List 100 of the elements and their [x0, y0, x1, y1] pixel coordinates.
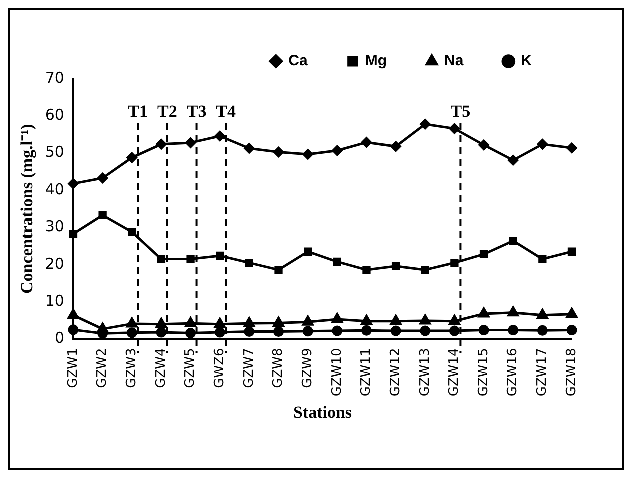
point: [186, 328, 196, 339]
point: [98, 211, 107, 220]
point: [156, 327, 167, 338]
point: [449, 326, 460, 336]
point: [420, 119, 431, 130]
point: [361, 315, 372, 326]
point: [420, 314, 431, 325]
x-tick-label: GZW5: [183, 348, 198, 388]
x-tick-label: GZW9: [300, 348, 316, 388]
point: [566, 325, 578, 336]
point: [216, 252, 224, 260]
point: [361, 137, 372, 148]
point: [390, 315, 402, 326]
point: [480, 250, 488, 259]
x-tick-label: GZW8: [271, 348, 286, 388]
point: [508, 155, 519, 166]
legend-label: Na: [444, 52, 464, 70]
point: [508, 325, 519, 336]
point: [214, 327, 226, 338]
point: [126, 152, 138, 164]
x-tick-label: GZW14: [447, 348, 462, 397]
point: [390, 326, 402, 336]
point: [68, 309, 80, 320]
point: [566, 308, 578, 318]
point: [185, 317, 196, 328]
point: [68, 178, 79, 190]
point: [361, 325, 372, 336]
ref-line-label: T1: [128, 102, 148, 121]
y-axis-title: Concentrations (mg.l⁻¹): [18, 124, 37, 294]
point: [69, 230, 78, 238]
x-tick-label: GWZ6: [212, 348, 228, 388]
legend-label: K: [521, 52, 532, 70]
point: [302, 149, 314, 160]
y-tick-label: 30: [45, 218, 64, 236]
point: [126, 318, 138, 328]
y-tick-label: 0: [54, 329, 64, 348]
point: [274, 266, 283, 274]
point: [392, 262, 400, 270]
x-tick-label: GZW18: [564, 348, 580, 397]
x-tick-label: GZW12: [388, 348, 404, 397]
point: [302, 326, 314, 337]
point: [538, 255, 547, 264]
point: [390, 141, 402, 152]
y-tick-label: 40: [45, 180, 64, 198]
point: [332, 146, 343, 156]
point: [186, 255, 195, 264]
point: [274, 326, 284, 338]
point: [333, 258, 342, 266]
point: [537, 309, 548, 320]
point: [126, 328, 138, 338]
point: [304, 248, 312, 256]
ref-line-label: T4: [216, 102, 237, 121]
x-tick-label: GZW15: [476, 348, 492, 397]
legend-label: Mg: [365, 52, 388, 70]
point: [509, 237, 518, 246]
point: [128, 228, 136, 236]
point: [332, 313, 343, 324]
point: [244, 317, 256, 328]
point: [478, 325, 490, 336]
x-axis-title: Stations: [293, 403, 352, 422]
legend-label: Ca: [288, 52, 308, 70]
point: [421, 266, 430, 274]
point: [97, 322, 108, 333]
point: [362, 266, 371, 274]
point: [214, 318, 226, 328]
y-tick-label: 60: [45, 106, 64, 124]
point: [244, 326, 255, 338]
point: [449, 315, 460, 326]
y-tick-label: 50: [45, 143, 64, 162]
x-tick-label: GZW4: [154, 348, 169, 388]
point: [478, 308, 490, 318]
point: [478, 140, 490, 150]
point: [537, 139, 548, 150]
x-tick-label: GZW13: [418, 348, 433, 397]
point: [450, 258, 459, 268]
x-tick-label: GZW10: [330, 348, 345, 397]
point: [245, 258, 254, 268]
ref-line-label: T3: [186, 102, 207, 121]
point: [98, 173, 108, 184]
point: [157, 255, 166, 264]
point: [537, 325, 548, 336]
point: [156, 139, 167, 150]
point: [68, 324, 79, 336]
y-tick-label: 10: [45, 292, 64, 310]
x-tick-label: GZW1: [66, 348, 81, 388]
point: [332, 326, 343, 336]
x-tick-label: GZW7: [242, 348, 257, 388]
point: [420, 326, 431, 336]
point: [508, 306, 519, 317]
point: [186, 138, 196, 148]
ref-line-label: T2: [158, 102, 178, 121]
point: [568, 248, 576, 256]
y-tick-label: 20: [45, 254, 64, 273]
point: [244, 143, 255, 154]
ref-line-label: T5: [450, 102, 471, 121]
x-tick-label: GZW11: [359, 348, 374, 397]
point: [156, 318, 168, 328]
point: [274, 146, 284, 158]
point: [273, 316, 284, 327]
x-tick-label: GZW3: [124, 348, 140, 388]
